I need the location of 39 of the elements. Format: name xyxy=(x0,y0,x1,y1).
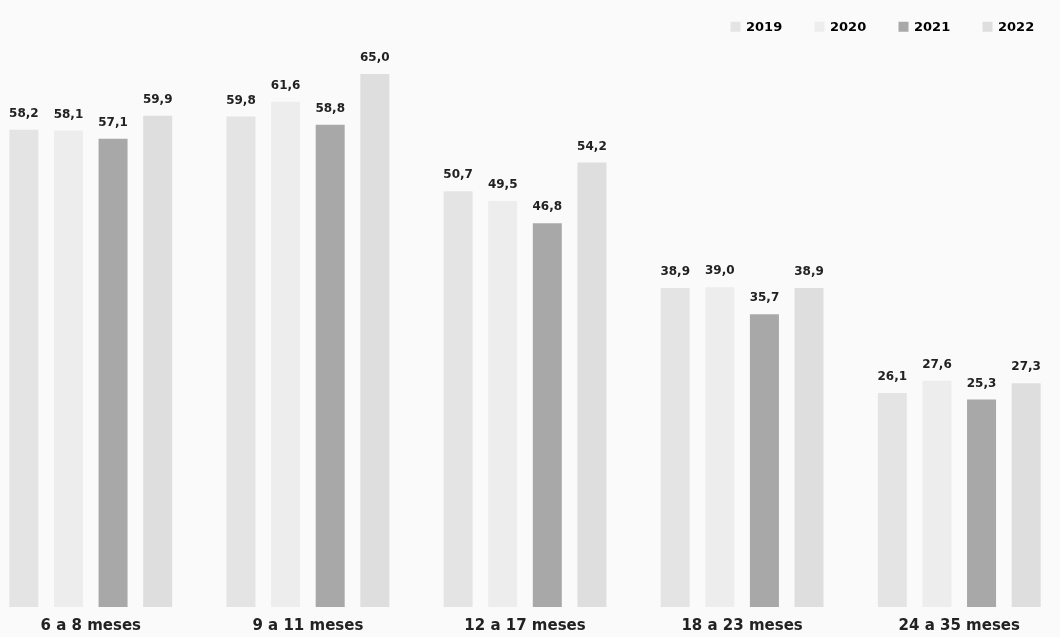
x-tick-label: 24 a 35 meses xyxy=(898,615,1020,634)
x-tick-label: 18 a 23 meses xyxy=(681,615,803,634)
data-label: 59,9 xyxy=(142,91,173,106)
data-label: 58,1 xyxy=(53,106,84,121)
data-label: 35,7 xyxy=(749,290,780,305)
data-label: 59,8 xyxy=(226,92,256,107)
data-label: 27,6 xyxy=(922,356,952,371)
bar xyxy=(1011,383,1041,607)
data-label: 61,6 xyxy=(270,77,301,92)
data-label: 57,1 xyxy=(98,114,128,129)
data-label: 38,9 xyxy=(660,264,690,278)
data-label: 49,5 xyxy=(487,177,518,192)
data-label: 27,3 xyxy=(1011,359,1041,374)
data-label: 26,1 xyxy=(877,368,908,383)
bar xyxy=(794,288,824,607)
x-tick-label: 9 a 11 meses xyxy=(252,615,364,634)
bar xyxy=(315,124,345,607)
data-label: 25,3 xyxy=(966,375,997,390)
bar xyxy=(143,115,173,607)
data-label: 39,0 xyxy=(705,263,735,278)
data-label: 54,2 xyxy=(577,138,607,153)
x-tick-label: 6 a 8 meses xyxy=(40,615,142,634)
legend-label: 2019 xyxy=(746,18,783,34)
bar xyxy=(360,73,390,607)
data-label: 38,9 xyxy=(794,264,824,278)
x-tick-label: 12 a 17 meses xyxy=(464,615,586,634)
data-label: 50,7 xyxy=(443,167,473,182)
bar xyxy=(749,314,779,607)
bar xyxy=(98,138,128,607)
bar xyxy=(577,162,607,607)
data-label: 65,0 xyxy=(360,49,390,64)
data-label: 46,8 xyxy=(532,199,563,214)
data-label: 58,2 xyxy=(9,105,39,120)
bar xyxy=(532,223,562,607)
bar xyxy=(967,399,997,607)
legend-label: 2022 xyxy=(998,18,1035,34)
data-label: 58,8 xyxy=(315,100,345,115)
legend-label: 2020 xyxy=(830,18,867,34)
legend-label: 2021 xyxy=(914,18,951,34)
